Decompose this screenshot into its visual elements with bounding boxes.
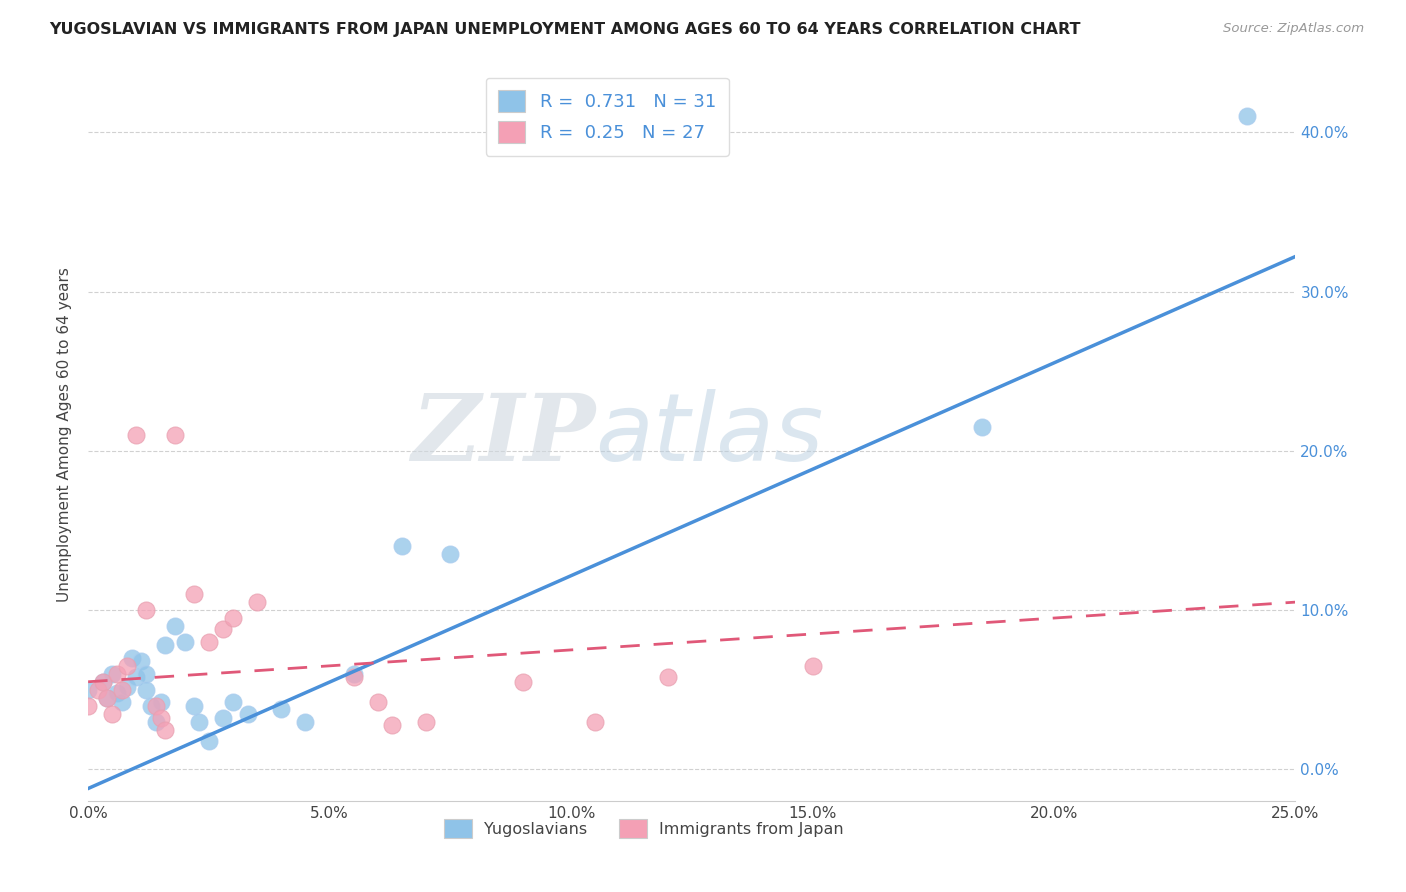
Point xyxy=(198,733,221,747)
Point xyxy=(236,706,259,721)
Point xyxy=(91,674,114,689)
Point xyxy=(145,698,167,713)
Point xyxy=(135,682,157,697)
Point xyxy=(173,635,195,649)
Point xyxy=(439,547,461,561)
Point xyxy=(246,595,269,609)
Point xyxy=(121,651,143,665)
Point xyxy=(105,666,128,681)
Point xyxy=(96,690,118,705)
Point xyxy=(381,718,404,732)
Point xyxy=(125,428,148,442)
Point xyxy=(101,666,124,681)
Point xyxy=(145,714,167,729)
Point xyxy=(91,674,114,689)
Point xyxy=(149,696,172,710)
Point xyxy=(512,674,534,689)
Point xyxy=(139,698,162,713)
Text: Source: ZipAtlas.com: Source: ZipAtlas.com xyxy=(1223,22,1364,36)
Point xyxy=(343,670,366,684)
Point xyxy=(135,666,157,681)
Point xyxy=(222,611,245,625)
Point xyxy=(111,682,134,697)
Y-axis label: Unemployment Among Ages 60 to 64 years: Unemployment Among Ages 60 to 64 years xyxy=(58,268,72,602)
Point xyxy=(343,666,366,681)
Point xyxy=(77,682,100,697)
Point xyxy=(1236,109,1258,123)
Point xyxy=(970,420,993,434)
Point xyxy=(111,696,134,710)
Point xyxy=(801,658,824,673)
Point xyxy=(165,619,187,633)
Point xyxy=(188,714,211,729)
Point xyxy=(391,540,413,554)
Point xyxy=(183,698,205,713)
Point xyxy=(115,680,138,694)
Point xyxy=(270,702,292,716)
Point xyxy=(101,706,124,721)
Point xyxy=(212,711,235,725)
Point xyxy=(155,638,177,652)
Point xyxy=(135,603,157,617)
Point xyxy=(105,686,128,700)
Point xyxy=(155,723,177,737)
Point xyxy=(149,711,172,725)
Point xyxy=(583,714,606,729)
Point xyxy=(183,587,205,601)
Point xyxy=(198,635,221,649)
Text: YUGOSLAVIAN VS IMMIGRANTS FROM JAPAN UNEMPLOYMENT AMONG AGES 60 TO 64 YEARS CORR: YUGOSLAVIAN VS IMMIGRANTS FROM JAPAN UNE… xyxy=(49,22,1081,37)
Text: ZIP: ZIP xyxy=(411,390,595,480)
Point xyxy=(367,696,389,710)
Point xyxy=(294,714,316,729)
Point xyxy=(657,670,679,684)
Point xyxy=(212,622,235,636)
Point xyxy=(222,696,245,710)
Point xyxy=(87,682,110,697)
Point xyxy=(415,714,437,729)
Legend: Yugoslavians, Immigrants from Japan: Yugoslavians, Immigrants from Japan xyxy=(437,813,849,845)
Text: atlas: atlas xyxy=(595,390,824,481)
Point xyxy=(96,690,118,705)
Point xyxy=(115,658,138,673)
Point xyxy=(129,654,152,668)
Point xyxy=(165,428,187,442)
Point xyxy=(77,698,100,713)
Point xyxy=(125,670,148,684)
